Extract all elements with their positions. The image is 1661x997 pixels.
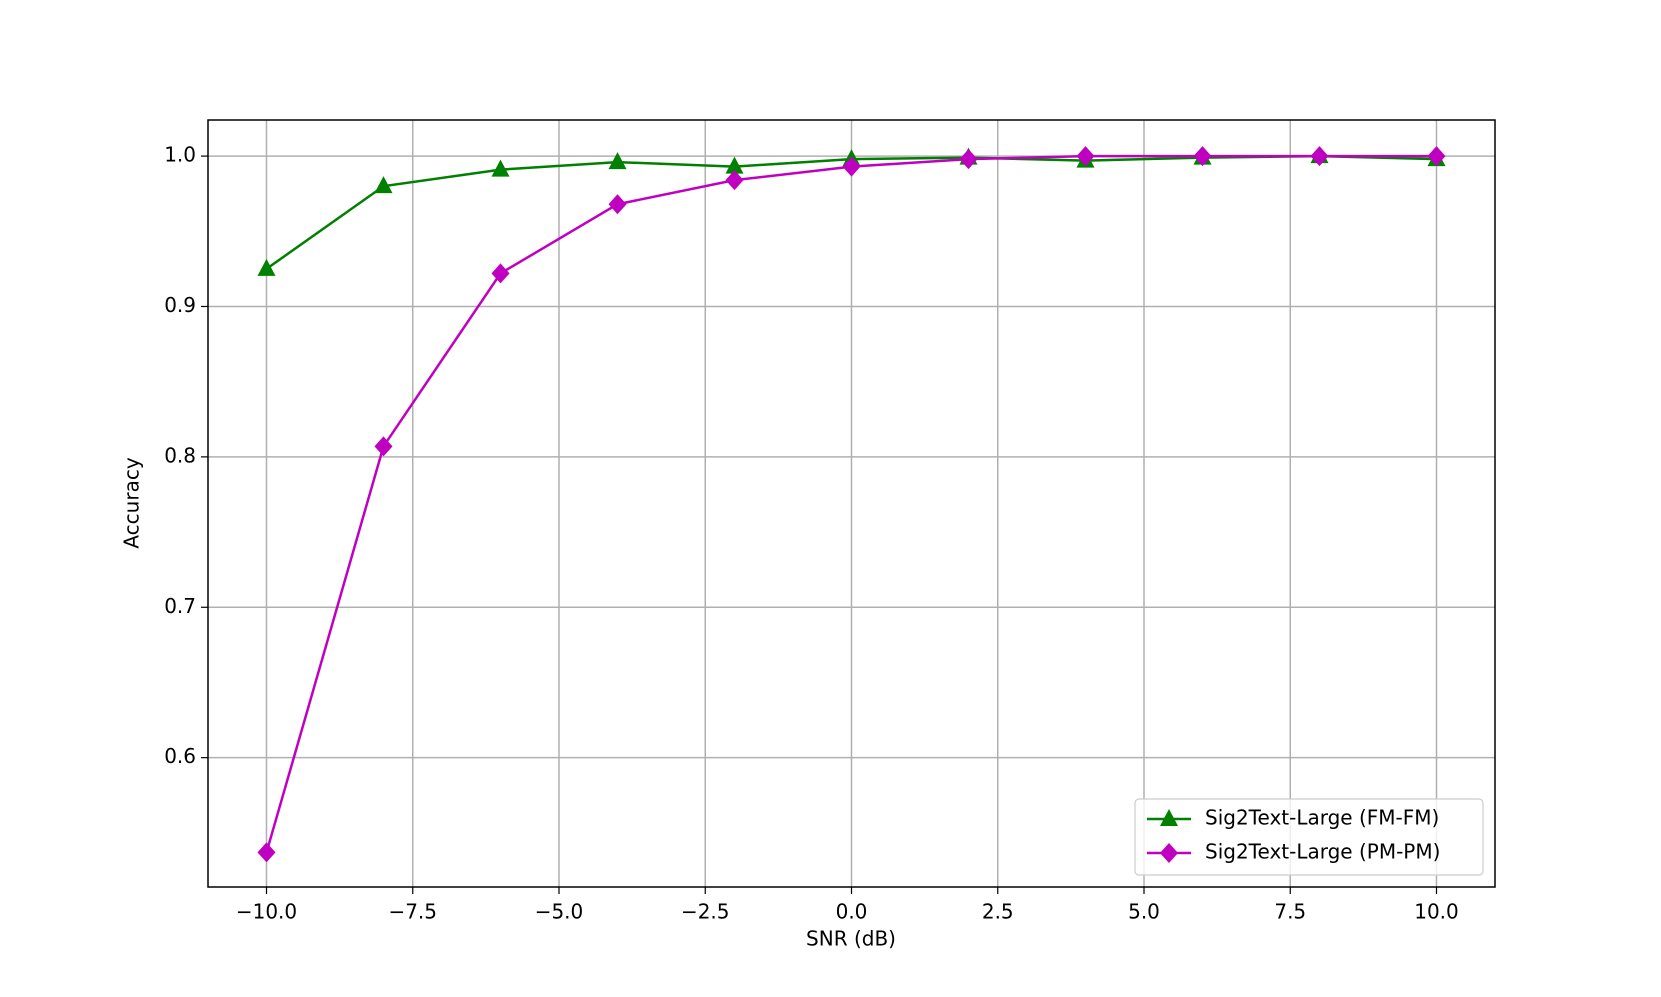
data-point: [1427, 146, 1446, 167]
data-point: [257, 842, 276, 863]
y-tick-label: 0.9: [164, 293, 196, 317]
legend-label: Sig2Text-Large (FM-FM): [1205, 806, 1439, 830]
x-tick-label: −2.5: [681, 900, 730, 924]
data-point: [1310, 146, 1329, 167]
data-point: [1076, 146, 1095, 167]
data-point: [608, 152, 627, 170]
data-point: [374, 176, 393, 194]
y-tick-label: 1.0: [164, 143, 196, 167]
x-tick-label: −5.0: [535, 900, 584, 924]
y-tick-label: 0.8: [164, 443, 196, 467]
x-tick-label: 5.0: [1128, 900, 1160, 924]
y-axis-label: Accuracy: [120, 457, 144, 548]
y-tick-label: 0.7: [164, 594, 196, 618]
y-tick-label: 0.6: [164, 744, 196, 768]
data-point: [959, 149, 978, 170]
plot-frame: [207, 119, 1496, 888]
data-point: [725, 170, 744, 191]
x-tick-label: 0.0: [836, 900, 868, 924]
data-point: [1193, 146, 1212, 167]
legend-box: [1134, 798, 1484, 876]
data-point: [491, 263, 510, 284]
data-point: [842, 156, 861, 177]
x-axis-label: SNR (dB): [806, 927, 896, 951]
x-tick-label: 7.5: [1274, 900, 1306, 924]
x-tick-label: 2.5: [982, 900, 1014, 924]
x-tick-label: 10.0: [1414, 900, 1459, 924]
x-tick-label: −10.0: [236, 900, 297, 924]
data-point: [257, 258, 276, 276]
data-point: [491, 159, 510, 177]
legend-marker: [1160, 809, 1178, 826]
legend-marker: [1160, 843, 1178, 863]
data-point: [608, 194, 627, 215]
data-point: [725, 156, 744, 174]
legend-label: Sig2Text-Large (PM-PM): [1205, 840, 1440, 864]
x-tick-label: −7.5: [388, 900, 437, 924]
data-point: [374, 436, 393, 457]
